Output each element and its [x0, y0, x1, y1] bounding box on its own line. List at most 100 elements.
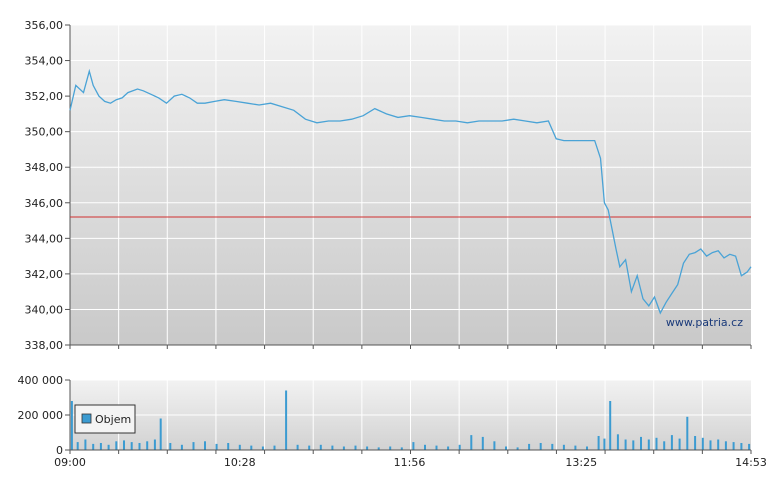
x-tick-label: 11:56	[394, 456, 426, 469]
volume-bar	[539, 443, 542, 450]
volume-bar	[92, 443, 95, 450]
volume-y-tick-label: 400 000	[18, 374, 64, 387]
volume-bar	[470, 435, 473, 450]
volume-y-axis: 0 200 000 400 000	[18, 374, 70, 457]
volume-bar	[366, 446, 369, 450]
x-tick-label: 09:00	[54, 456, 86, 469]
volume-bar	[285, 390, 288, 450]
volume-bar	[261, 446, 264, 450]
volume-bar	[296, 444, 299, 451]
volume-bar	[686, 416, 689, 451]
volume-bar	[562, 444, 565, 451]
volume-bar	[458, 444, 461, 451]
volume-bar	[678, 438, 681, 450]
legend-swatch	[81, 413, 92, 424]
volume-bar	[597, 436, 600, 450]
price-y-tick-label: 350,00	[25, 126, 64, 139]
price-gridlines	[70, 24, 751, 346]
price-panel: 338,00 340,00 342,00 344,00 346,00 348,00 350,…	[25, 19, 752, 352]
volume-bar	[215, 443, 218, 450]
x-tick-label: 10:28	[224, 456, 256, 469]
volume-bar	[115, 441, 118, 451]
price-y-tick-label: 338,00	[25, 339, 64, 352]
price-y-tick-label: 348,00	[25, 161, 64, 174]
volume-bar	[250, 445, 253, 450]
volume-bar	[159, 418, 162, 450]
volume-bar	[342, 446, 345, 450]
volume-bar	[624, 439, 627, 450]
volume-bar	[238, 444, 241, 451]
volume-bar	[204, 441, 206, 451]
volume-bar	[146, 441, 149, 451]
volume-bar	[192, 442, 195, 450]
volume-bars	[70, 390, 751, 451]
volume-bar	[84, 439, 87, 450]
volume-bar	[273, 445, 276, 450]
volume-bar	[655, 437, 658, 451]
volume-bar	[130, 442, 133, 450]
volume-bar	[493, 441, 496, 451]
volume-bar	[663, 441, 666, 451]
volume-bar	[640, 436, 642, 450]
volume-bar	[447, 446, 450, 450]
volume-bar	[603, 438, 606, 450]
volume-bar	[412, 442, 415, 450]
x-axis-time-labels: 09:00 10:28 11:56 13:25 14:53	[54, 450, 767, 469]
volume-bar	[308, 445, 311, 450]
volume-bar	[724, 441, 727, 451]
volume-bar	[732, 442, 735, 450]
volume-bar	[331, 445, 334, 450]
volume-bar	[180, 444, 183, 451]
volume-bar	[740, 443, 743, 450]
volume-bar	[99, 443, 102, 450]
volume-bar	[435, 445, 438, 450]
volume-bar	[377, 447, 380, 450]
volume-bar	[516, 447, 519, 450]
volume-bar	[748, 443, 751, 450]
volume-bar	[138, 443, 141, 450]
price-y-tick-label: 356,00	[25, 19, 64, 32]
watermark: www.patria.cz	[666, 316, 743, 329]
volume-y-tick-label: 0	[56, 444, 63, 457]
volume-bar	[76, 442, 79, 450]
price-x-ticks	[69, 345, 752, 349]
volume-bar	[616, 434, 619, 451]
volume-bar	[70, 401, 73, 450]
volume-bar	[481, 436, 484, 450]
volume-bar	[574, 445, 577, 450]
volume-panel: 0 200 000 400 000 09:00 10:28 11:56 13:25 14:5…	[18, 374, 767, 469]
volume-bar	[354, 445, 357, 450]
volume-bar	[169, 443, 172, 450]
volume-bar	[319, 444, 322, 451]
volume-bar	[505, 446, 507, 450]
price-y-tick-label: 352,00	[25, 90, 64, 103]
price-y-tick-label: 354,00	[25, 55, 64, 68]
x-tick-label: 14:53	[735, 456, 767, 469]
volume-bar	[647, 439, 650, 450]
volume-bar	[153, 439, 156, 450]
volume-bar	[400, 447, 403, 450]
volume-bar	[227, 443, 230, 450]
volume-bar	[107, 444, 110, 451]
volume-bar	[389, 446, 392, 450]
price-y-tick-label: 340,00	[25, 303, 64, 316]
volume-bar	[528, 443, 531, 450]
volume-bar	[670, 435, 673, 450]
legend-label: Objem	[95, 413, 131, 426]
volume-bar	[632, 440, 635, 450]
price-y-tick-label: 346,00	[25, 197, 64, 210]
volume-bar	[586, 446, 588, 450]
volume-y-tick-label: 200 000	[18, 409, 64, 422]
volume-bar	[694, 436, 697, 450]
price-y-tick-label: 342,00	[25, 268, 64, 281]
price-y-tick-label: 344,00	[25, 232, 64, 245]
price-y-axis: 338,00 340,00 342,00 344,00 346,00 348,00 350,…	[25, 19, 70, 352]
legend: Objem	[74, 404, 136, 434]
volume-bar	[123, 440, 125, 450]
volume-bar	[709, 440, 712, 450]
x-tick-label: 13:25	[565, 456, 597, 469]
volume-bar	[717, 439, 720, 450]
volume-bar	[424, 444, 426, 451]
price-series-line	[69, 68, 752, 315]
